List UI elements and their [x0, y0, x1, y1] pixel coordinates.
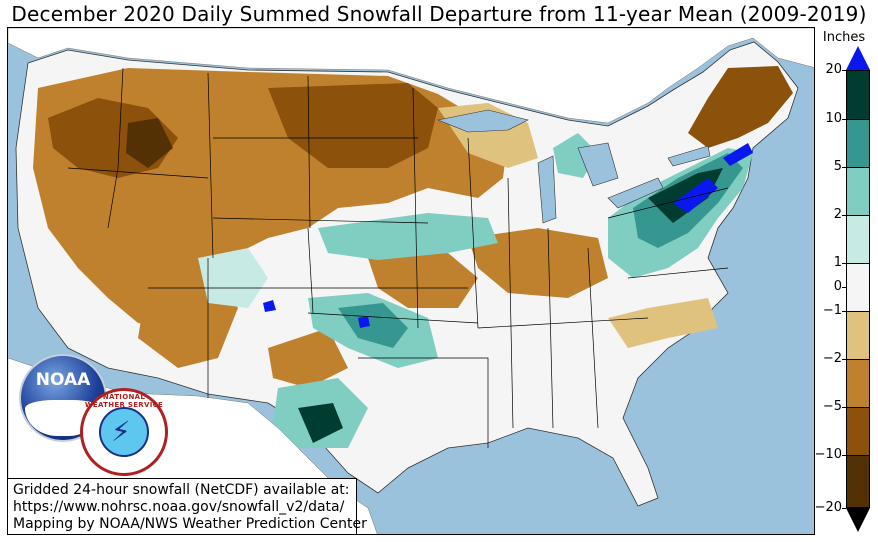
colorbar-bin	[846, 455, 870, 508]
lake-ontario	[667, 145, 711, 167]
nws-logo: NATIONAL WEATHER SERVICE ⚡	[80, 388, 168, 476]
colorbar-tick-mark	[842, 263, 846, 264]
lake-erie	[607, 177, 664, 209]
colorbar-tick-mark	[842, 215, 846, 216]
extreme-spot-pa-ny	[673, 178, 718, 213]
nws-logo-text: NATIONAL WEATHER SERVICE	[84, 393, 164, 409]
brown-deficit-central-plains	[368, 253, 478, 308]
extreme-spot-oklahoma	[358, 316, 370, 328]
heavy-surplus-west-texas	[298, 403, 343, 443]
colorbar-tick-mark	[842, 287, 846, 288]
brown-deficit-new-mexico	[268, 328, 348, 388]
surplus-central-plains	[318, 213, 498, 260]
state-boundaries	[67, 67, 729, 448]
colorbar-tick-label: 20	[825, 62, 842, 77]
lake-michigan	[537, 155, 557, 224]
nws-logo-emblem: ⚡	[99, 407, 149, 457]
colorbar-tick-mark	[842, 508, 846, 509]
heavy-surplus-oklahoma	[338, 303, 408, 348]
colorbar-bin	[846, 215, 870, 263]
lightning-icon: ⚡	[111, 415, 131, 448]
light-deficit-mid-atlantic	[608, 298, 718, 348]
colorbar-tick-label: 5	[833, 159, 842, 174]
deep-deficit-north-plains	[268, 83, 438, 168]
colorbar-tick-mark	[842, 70, 846, 71]
data-credit-box: Gridded 24-hour snowfall (NetCDF) availa…	[7, 478, 367, 535]
colorbar-tick-label: −2	[822, 351, 842, 366]
extreme-spot-new-mexico	[263, 300, 276, 312]
colorbar-tick-mark	[842, 167, 846, 168]
colorbar-tick-label: 10	[825, 111, 842, 126]
colorbar-bin	[846, 167, 870, 215]
colorbar-bin	[846, 359, 870, 407]
deep-deficit-maine	[688, 66, 793, 148]
colorbar-over-arrow	[846, 46, 870, 70]
colorbar-under-arrow	[846, 508, 870, 532]
credit-line-2: https://www.nohrsc.noaa.gov/snowfall_v2/…	[13, 499, 345, 515]
colorbar-tick-mark	[842, 359, 846, 360]
lake-huron	[577, 142, 619, 187]
colorbar-tick-mark	[842, 455, 846, 456]
colorbar-bin	[846, 263, 870, 311]
colorbar-tick-label: −1	[822, 303, 842, 318]
credit-line-1: Gridded 24-hour snowfall (NetCDF) availa…	[13, 482, 350, 498]
colorbar-tick-mark	[842, 407, 846, 408]
colorbar-tick-mark	[842, 119, 846, 120]
colorbar-tick-label: 1	[833, 255, 842, 270]
colorbar-tick-label: −10	[814, 447, 842, 462]
severe-deficit-rockies	[126, 118, 173, 168]
lake-superior	[436, 109, 529, 133]
light-surplus-colorado	[198, 248, 268, 308]
colorbar-bin	[846, 119, 870, 167]
canada-land	[8, 28, 814, 124]
credit-line-3: Mapping by NOAA/NWS Weather Prediction C…	[13, 516, 367, 532]
colorbar	[846, 70, 870, 508]
colorbar-tick-label: −5	[822, 399, 842, 414]
colorbar-tick-label: 2	[833, 207, 842, 222]
colorbar-tick-label: −20	[814, 500, 842, 515]
colorbar-bin	[846, 407, 870, 455]
legend-title: Inches	[822, 30, 866, 45]
brown-deficit-midwest	[468, 228, 608, 298]
noaa-logo-text: NOAA	[35, 370, 91, 390]
extreme-spot-new-england	[723, 143, 753, 166]
colorbar-bin	[846, 311, 870, 359]
colorbar-tick-label: 0	[833, 279, 842, 294]
colorbar-bin	[846, 70, 870, 119]
map-title: December 2020 Daily Summed Snowfall Depa…	[11, 2, 867, 26]
colorbar-tick-mark	[842, 311, 846, 312]
